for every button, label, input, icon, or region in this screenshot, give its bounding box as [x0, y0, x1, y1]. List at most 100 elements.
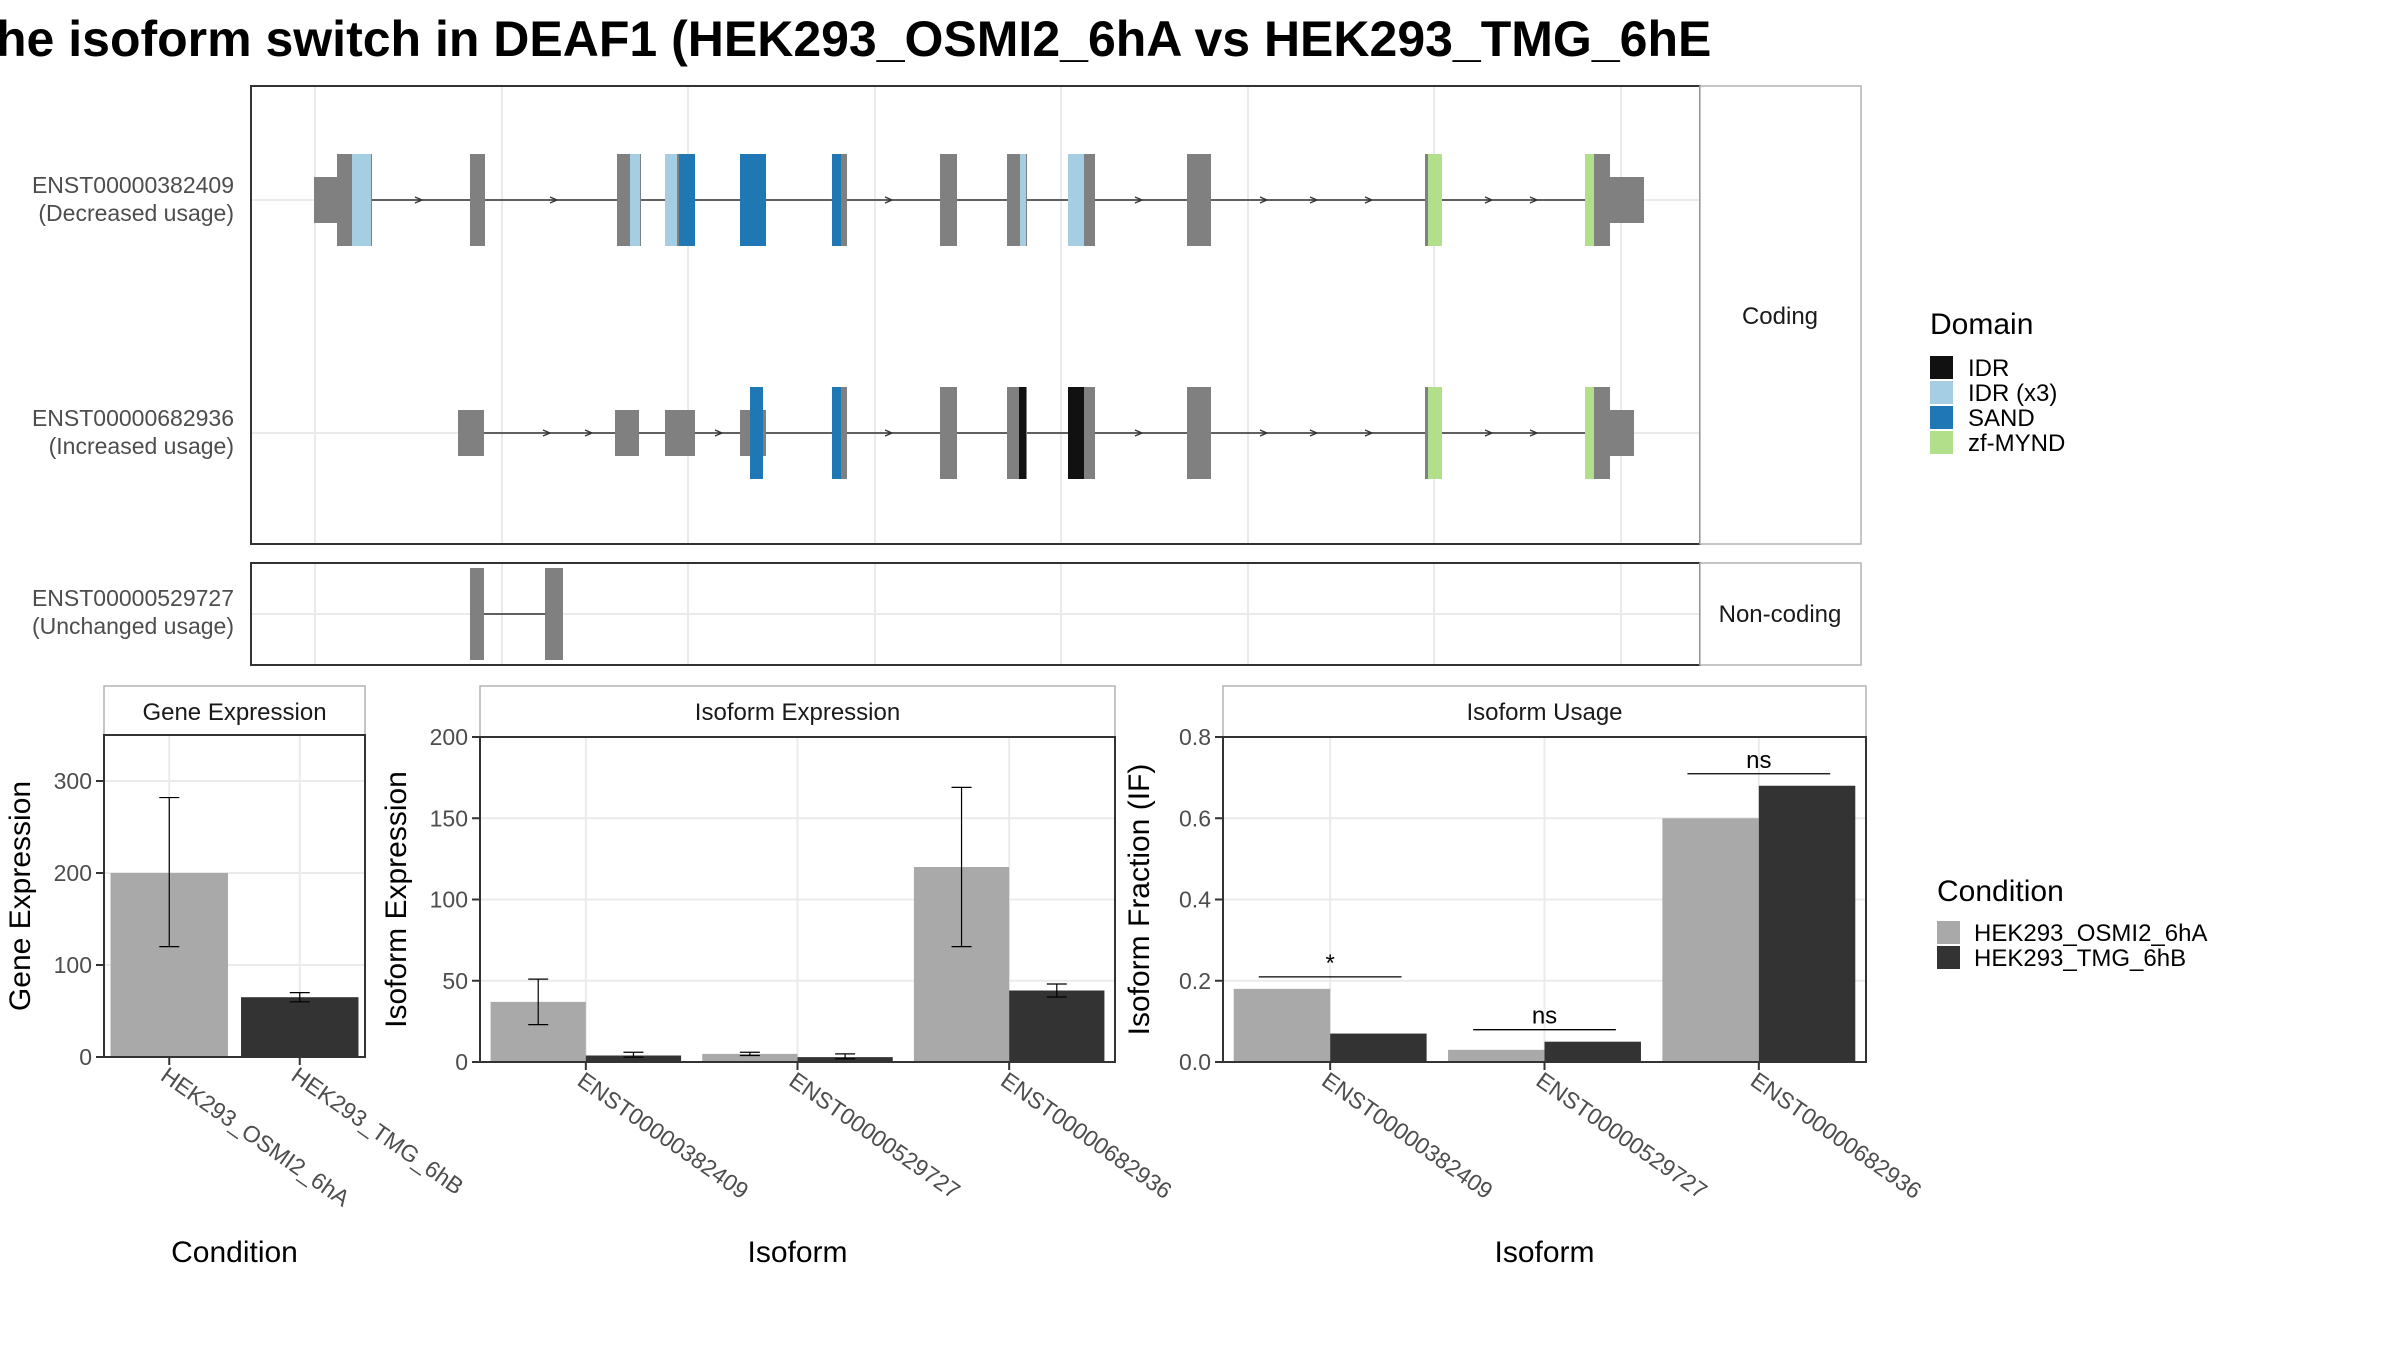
chart-title: Isoform Expression: [695, 699, 900, 726]
transcript-id-label: ENST00000682936: [32, 405, 234, 431]
direction-arrow: [1484, 429, 1494, 437]
y-axis-title: Gene Expression: [4, 781, 37, 1011]
x-axis-title: Condition: [171, 1236, 298, 1269]
exon-block: [940, 154, 957, 246]
exon-block: [665, 410, 695, 456]
direction-arrow: [884, 196, 894, 204]
bar: [585, 1055, 682, 1062]
exon-block: [314, 177, 338, 223]
transcript-usage-label: (Increased usage): [49, 433, 234, 459]
exon-block: [1187, 387, 1211, 479]
exon-block: [352, 154, 371, 246]
chart-strip: [1222, 685, 1867, 738]
direction-arrow: [1309, 429, 1319, 437]
legend-label: HEK293_OSMI2_6hA: [1974, 920, 2207, 947]
bar: [797, 1057, 893, 1062]
transcript-usage-label: (Decreased usage): [38, 200, 234, 226]
legend-key-idr-x3: [1930, 381, 1953, 404]
exon-block: [1585, 387, 1594, 479]
bar: [1448, 1049, 1545, 1062]
direction-arrow: [1134, 429, 1144, 437]
direction-arrow: [1309, 196, 1319, 204]
domain-legend: Domain IDR IDR (x3) SAND zf-MYND: [1930, 308, 2065, 457]
y-tick-label: 300: [54, 768, 92, 794]
bar: [1662, 818, 1759, 1062]
direction-arrow: [714, 429, 724, 437]
direction-arrow: [1529, 196, 1539, 204]
legend-label: zf-MYND: [1968, 430, 2065, 457]
exon-block: [1610, 410, 1634, 456]
legend-key-idr: [1930, 356, 1953, 379]
exon-block: [1585, 154, 1594, 246]
chart-title: Gene Expression: [142, 699, 326, 726]
y-tick-label: 200: [54, 860, 92, 886]
bar: [1233, 988, 1331, 1062]
transcript-id-label: ENST00000529727: [32, 585, 234, 611]
y-axis-title: Isoform Fraction (IF): [1123, 764, 1156, 1036]
legend-label: IDR (x3): [1968, 380, 2057, 407]
bar: [241, 997, 359, 1057]
facet-label: Coding: [1742, 303, 1818, 330]
transcript-usage-label: (Unchanged usage): [32, 613, 234, 639]
x-tick-label: ENST00000529727: [1532, 1067, 1712, 1204]
y-tick-label: 150: [430, 805, 468, 831]
exon-block: [665, 154, 677, 246]
direction-arrow: [549, 196, 559, 204]
x-tick-label: ENST00000382409: [573, 1067, 753, 1204]
y-tick-label: 0: [79, 1044, 92, 1070]
legend-label: HEK293_TMG_6hB: [1974, 945, 2186, 972]
exon-block: [1428, 154, 1442, 246]
legend-title: Condition: [1937, 875, 2064, 908]
y-tick-label: 0.0: [1179, 1049, 1211, 1075]
exon-block: [832, 154, 841, 246]
facet-strip-coding: Coding: [1699, 85, 1862, 545]
legend-key-condition-b: [1937, 946, 1960, 969]
transcript-id-label: ENST00000382409: [32, 172, 234, 198]
y-axis-title: Isoform Expression: [380, 771, 413, 1028]
transcript-labels: ENST00000382409 (Decreased usage) ENST00…: [32, 172, 234, 639]
plot-border: [103, 734, 366, 1058]
direction-arrow: [1484, 196, 1494, 204]
isoform-usage-chart: Isoform Usage * ns ns 0.0 0.2 0.4 0.6 0.8 ENST000…: [1123, 685, 1926, 1269]
direction-arrow: [1259, 429, 1269, 437]
direction-arrow: [1134, 196, 1144, 204]
exon-block: [1428, 387, 1442, 479]
y-tick-label: 0.2: [1179, 968, 1211, 994]
facet-label: Non-coding: [1719, 601, 1842, 628]
significance-label: ns: [1746, 747, 1771, 774]
significance-label: *: [1325, 950, 1334, 977]
figure-title: he isoform switch in DEAF1 (HEK293_OSMI2…: [0, 11, 1711, 67]
legend-label: IDR: [1968, 355, 2009, 382]
exon-block: [750, 387, 763, 479]
x-axis-title: Isoform: [747, 1236, 847, 1269]
exon-block: [615, 410, 639, 456]
y-tick-label: 50: [442, 968, 468, 994]
x-tick-label: ENST00000682936: [1746, 1067, 1926, 1204]
exon-block: [458, 410, 484, 456]
exon-block: [1068, 154, 1084, 246]
bar: [702, 1053, 798, 1062]
x-tick-label: ENST00000529727: [785, 1067, 965, 1204]
bar: [1330, 1033, 1427, 1062]
chart-title: Isoform Usage: [1466, 699, 1622, 726]
y-tick-label: 100: [54, 952, 92, 978]
exon-block: [630, 154, 640, 246]
direction-arrow: [584, 429, 594, 437]
legend-key-zf-mynd: [1930, 431, 1953, 454]
direction-arrow: [1529, 429, 1539, 437]
significance-label: ns: [1532, 1003, 1557, 1030]
exon-block: [545, 568, 563, 660]
y-tick-label: 0.8: [1179, 724, 1211, 750]
panel-background: [251, 86, 1700, 544]
legend-key-sand: [1930, 406, 1953, 429]
direction-arrow: [414, 196, 424, 204]
y-tick-label: 100: [430, 887, 468, 913]
isoform-expression-chart: Isoform Expression 0 50 100 150 200 ENST000003…: [380, 685, 1177, 1269]
exon-block: [679, 154, 695, 246]
legend-key-condition-a: [1937, 921, 1960, 944]
y-tick-label: 0: [455, 1049, 468, 1075]
exon-block: [1610, 177, 1644, 223]
y-tick-label: 0.6: [1179, 805, 1211, 831]
x-axis-title: Isoform: [1494, 1236, 1594, 1269]
